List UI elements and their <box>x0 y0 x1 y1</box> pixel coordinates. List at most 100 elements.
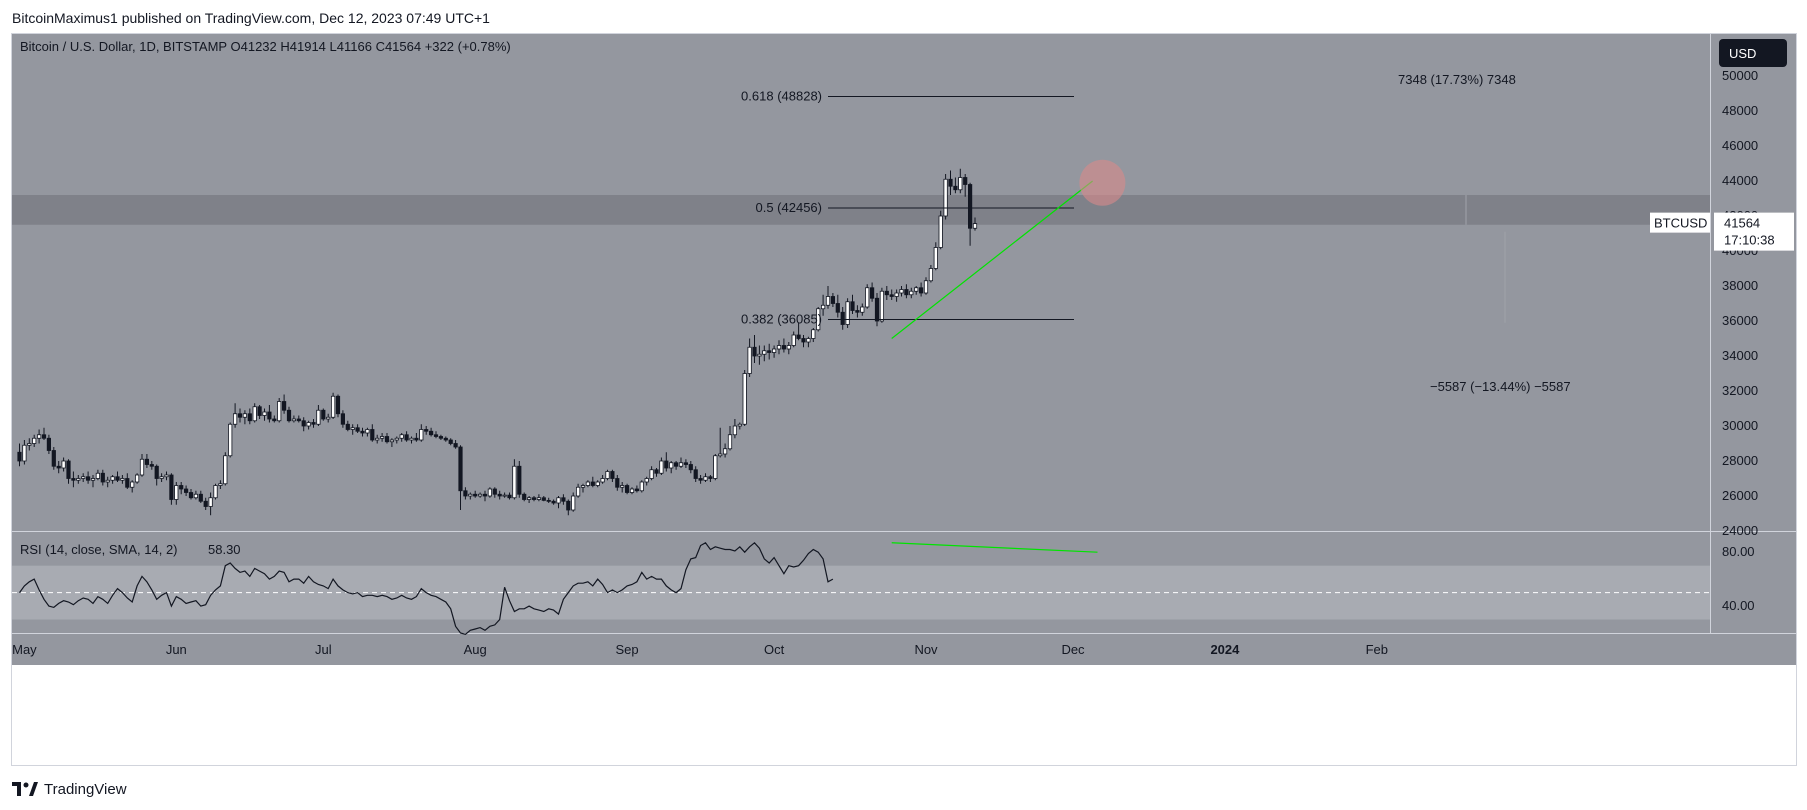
candle-body <box>600 478 605 483</box>
candle-body <box>267 411 272 420</box>
candle-body <box>404 434 409 441</box>
candle-body <box>571 495 576 511</box>
legend-close: 41564 <box>385 39 425 54</box>
legend-high: 41914 <box>290 39 330 54</box>
candle-body <box>419 429 424 441</box>
candle-body <box>556 497 561 504</box>
candle-body <box>365 429 370 434</box>
candle-body <box>223 455 228 485</box>
candle-body <box>394 437 399 441</box>
candle-body <box>855 310 860 313</box>
candle-body <box>669 462 674 469</box>
candle-body <box>561 497 566 502</box>
candle-body <box>277 401 282 422</box>
rsi-title: RSI (14, close, SMA, 14, 2) <box>20 542 178 557</box>
time-tick-label: Sep <box>616 642 639 657</box>
candle-body <box>281 401 287 411</box>
highlight-circle <box>1079 159 1126 206</box>
candle-body <box>972 223 978 229</box>
time-tick-label: Feb <box>1366 642 1388 657</box>
candle-body <box>762 350 767 355</box>
tradingview-logo[interactable]: TradingView <box>12 778 127 800</box>
candle-body <box>326 416 331 420</box>
candle-body <box>340 413 346 425</box>
candle-body <box>723 448 728 455</box>
price-tag-countdown: 17:10:38 <box>1724 233 1775 248</box>
candle-body <box>110 476 115 481</box>
candle-body <box>232 413 238 425</box>
candle-body <box>179 485 184 490</box>
candle-body <box>590 481 595 486</box>
time-tick-label: Jun <box>166 642 187 657</box>
price-axis-background <box>1710 34 1796 531</box>
time-tick-label: May <box>12 642 37 657</box>
price-tick-label: 44000 <box>1722 173 1758 188</box>
candle-body <box>821 304 826 310</box>
candle-body <box>252 406 257 422</box>
candle-body <box>272 418 277 422</box>
candle-body <box>41 434 47 439</box>
candle-body <box>257 406 262 416</box>
candle-body <box>678 462 684 467</box>
price-tick-label: 48000 <box>1722 103 1758 118</box>
candle-body <box>477 493 483 497</box>
candle-body <box>66 460 71 479</box>
candle-body <box>360 430 365 434</box>
candle-body <box>487 488 493 497</box>
candle-body <box>698 478 703 481</box>
rsi-tick-label: 40.00 <box>1722 598 1755 613</box>
candle-body <box>512 465 517 499</box>
candle-body <box>144 458 149 465</box>
footer-brand: TradingView <box>44 780 127 798</box>
time-tick-label: Dec <box>1061 642 1085 657</box>
candle-body <box>644 478 649 483</box>
currency-button[interactable]: USD <box>1719 39 1787 67</box>
candle-body <box>933 247 938 269</box>
candle-body <box>968 184 973 229</box>
rsi-line <box>19 541 834 635</box>
price-chart-svg[interactable]: 0.618 (48828) 0.5 (42456) 0.382 (36085) 734… <box>12 34 1796 765</box>
candle-body <box>95 472 100 479</box>
candle-body <box>625 485 630 493</box>
candle-body <box>316 409 321 425</box>
candle-body <box>786 345 791 350</box>
candle-body <box>889 294 894 297</box>
candle-body <box>228 423 233 457</box>
candle-body <box>242 413 247 418</box>
candle-body <box>51 450 56 467</box>
candle-body <box>164 474 169 478</box>
candle-body <box>61 460 66 469</box>
candle-body <box>330 395 336 418</box>
candle-body <box>629 488 635 493</box>
candle-body <box>958 177 963 191</box>
candle-body <box>806 338 811 343</box>
candle-body <box>904 289 909 296</box>
candle-body <box>899 289 904 294</box>
candle-body <box>703 476 708 481</box>
chart-frame[interactable]: 0.618 (48828) 0.5 (42456) 0.382 (36085) 734… <box>11 33 1797 766</box>
candle-body <box>870 287 875 299</box>
candle-body <box>76 478 81 481</box>
resistance-zone <box>12 195 1710 225</box>
candle-body <box>546 499 551 502</box>
candle-body <box>919 287 924 294</box>
candle-body <box>654 469 659 474</box>
candle-body <box>693 469 698 479</box>
candle-body <box>399 434 404 439</box>
candle-body <box>414 437 419 441</box>
candle-body <box>198 493 203 502</box>
candle-body <box>286 409 292 422</box>
candle-body <box>355 427 360 432</box>
candle-body <box>576 486 581 497</box>
candle-body <box>830 296 836 304</box>
candle-body <box>742 373 747 425</box>
candle-body <box>713 455 718 479</box>
candle-body <box>811 329 816 339</box>
candle-body <box>345 423 350 430</box>
price-tick-label: 50000 <box>1722 68 1758 83</box>
fib-level-label: 0.618 (48828) <box>741 89 822 104</box>
candle-body <box>634 488 640 492</box>
time-tick-label: Jul <box>315 642 332 657</box>
price-tick-label: 36000 <box>1722 313 1758 328</box>
candle-body <box>747 346 752 374</box>
